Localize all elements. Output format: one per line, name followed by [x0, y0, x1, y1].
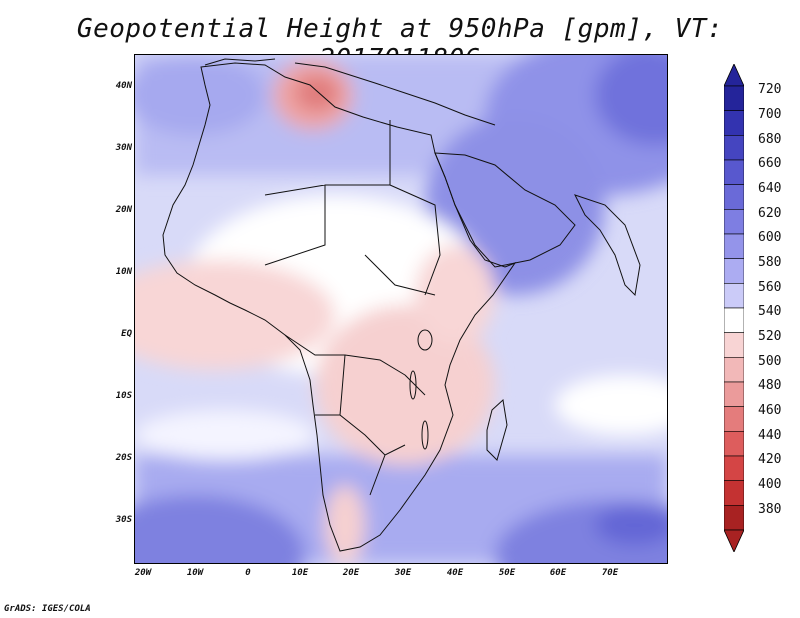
colorbar-swatch [724, 455, 744, 481]
colorbar-swatch [724, 209, 744, 235]
colorbar-swatch [724, 135, 744, 161]
lat-label-30s: 30S [115, 515, 132, 525]
footer-credit: GrADS: IGES/COLA [4, 604, 91, 614]
height-field [135, 55, 667, 563]
colorbar-label: 420 [758, 452, 782, 468]
colorbar-label: 480 [758, 378, 782, 394]
colorbar-swatch [724, 283, 744, 309]
lon-label-70e: 70E [601, 568, 619, 578]
colorbar-swatch [724, 184, 744, 210]
lon-label-40e: 40E [446, 568, 464, 578]
lat-label-40n: 40N [115, 81, 132, 91]
colorbar-label: 720 [758, 82, 782, 98]
map-panel[interactable] [134, 54, 668, 564]
colorbar-swatch [724, 505, 744, 531]
colorbar-label: 660 [758, 156, 782, 172]
colorbar-label: 580 [758, 255, 782, 270]
colorbar-swatch [724, 480, 744, 506]
colorbar-label: 400 [758, 477, 782, 492]
colorbar-label: 520 [758, 329, 782, 344]
colorbar-top-arrow [724, 64, 744, 87]
lon-label-20w: 20W [134, 568, 152, 578]
colorbar-label: 680 [758, 131, 782, 147]
lat-label-10n: 10N [115, 267, 132, 277]
colorbar-swatch [724, 307, 744, 333]
colorbar-label: 380 [758, 501, 782, 517]
colorbar-swatch [724, 406, 744, 432]
lat-label-eq: EQ [121, 329, 132, 339]
colorbar-swatch [724, 357, 744, 383]
coastlines [162, 58, 641, 552]
colorbar [724, 64, 744, 552]
lon-label-20e: 20E [342, 568, 360, 578]
colorbar-label: 460 [758, 403, 782, 418]
colorbar-swatch [724, 258, 744, 284]
colorbar-swatch [724, 332, 744, 358]
colorbar-swatch [724, 431, 744, 457]
lat-label-10s: 10S [115, 391, 132, 401]
colorbar-label: 620 [758, 205, 782, 221]
colorbar-label: 540 [758, 304, 782, 320]
colorbar-label: 440 [758, 427, 782, 443]
lat-label-20s: 20S [115, 453, 132, 463]
lat-label-20n: 20N [115, 205, 132, 215]
colorbar-label: 700 [758, 107, 782, 122]
colorbar-bottom-arrow [724, 529, 744, 552]
colorbar-label: 560 [758, 279, 782, 295]
colorbar-label: 600 [758, 230, 782, 246]
lon-label-50e: 50E [498, 568, 516, 578]
colorbar-label: 500 [758, 353, 782, 369]
lon-label-60e: 60E [549, 568, 567, 578]
lat-label-30n: 30N [115, 143, 132, 153]
colorbar-swatch [724, 159, 744, 185]
lon-label-10w: 10W [186, 568, 204, 578]
colorbar-swatch [724, 110, 744, 136]
map-canvas [135, 55, 667, 563]
colorbar-label: 640 [758, 181, 782, 196]
colorbar-swatch [724, 85, 744, 111]
lon-label-0: 0 [245, 568, 251, 578]
colorbar-swatch [724, 381, 744, 407]
colorbar-swatch [724, 233, 744, 259]
lon-label-10e: 10E [291, 568, 309, 578]
lon-label-30e: 30E [394, 568, 412, 578]
